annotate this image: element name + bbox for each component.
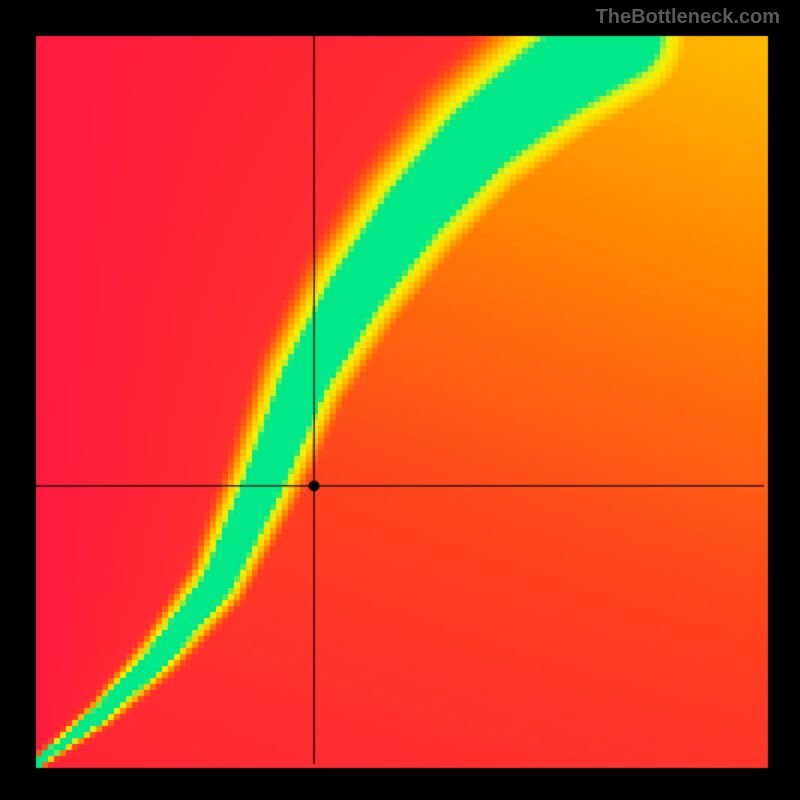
bottleneck-heatmap-chart: TheBottleneck.com: [0, 0, 800, 800]
watermark-text: TheBottleneck.com: [596, 6, 780, 29]
heatmap-canvas: [0, 0, 800, 800]
